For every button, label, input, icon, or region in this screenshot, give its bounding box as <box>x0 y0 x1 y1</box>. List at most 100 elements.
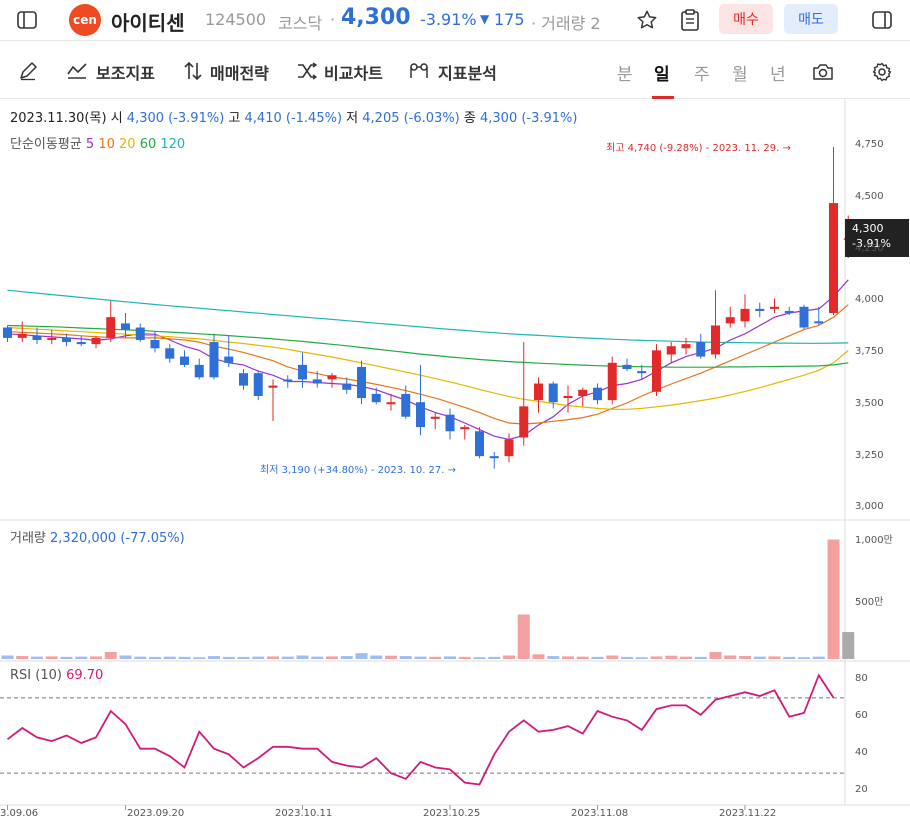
volume-bar <box>355 653 368 659</box>
candle-body <box>327 375 337 380</box>
compare-button[interactable]: 비교차트 <box>324 64 383 83</box>
candle-body <box>165 348 175 359</box>
price-tick: 4,500 <box>855 191 884 202</box>
date-tick: 2023.09.20 <box>127 808 185 819</box>
volume-tick: 500만 <box>855 597 884 608</box>
ma-label: 단순이동평균 <box>10 137 82 152</box>
market-label: 코스닥 <box>278 14 323 33</box>
ma60-label: 60 <box>139 137 157 152</box>
stock-chart[interactable] <box>0 99 910 824</box>
strategy-button[interactable]: 매매전략 <box>210 64 269 83</box>
volume-bar <box>768 656 781 659</box>
candle-body <box>770 306 779 309</box>
candle-body <box>799 306 809 328</box>
favorite-star-icon[interactable] <box>635 8 659 32</box>
candle-body <box>622 364 632 370</box>
date-tick: 2023.11.22 <box>719 808 777 819</box>
volume-bar <box>606 655 619 659</box>
panel-toggle-icon[interactable] <box>869 8 895 32</box>
candle-body <box>17 333 27 338</box>
candle-body <box>224 356 234 363</box>
candle-body <box>121 323 130 330</box>
indicator-button[interactable]: 보조지표 <box>96 64 155 83</box>
strategy-icon[interactable] <box>182 61 204 81</box>
ma120-label: 120 <box>160 137 186 152</box>
candle-body <box>91 337 101 345</box>
current-price-tag: 4,300 -3.91% <box>845 219 909 257</box>
candle-body <box>489 456 499 459</box>
rsi-tick: 60 <box>855 710 868 721</box>
volume-legend-label: 거래량 <box>10 531 46 546</box>
ma-legend: 단순이동평균 5 10 20 60 120 <box>10 133 185 152</box>
candle-body <box>239 373 248 386</box>
volume-bar <box>60 656 73 659</box>
volume-bar <box>517 614 530 659</box>
period-minute-tab[interactable]: 분 <box>617 65 633 85</box>
candle-body <box>637 371 647 374</box>
sell-button[interactable]: 매도 <box>784 4 838 34</box>
price-tick: 4,000 <box>855 294 884 305</box>
settings-gear-icon[interactable] <box>870 61 894 83</box>
volume-legend-value: 2,320,000 (-77.05%) <box>50 531 185 546</box>
volume-bar <box>193 657 206 659</box>
camera-icon[interactable] <box>811 61 835 83</box>
ma10-label: 10 <box>98 137 115 152</box>
volume-bar <box>547 656 560 659</box>
rsi-tick: 80 <box>855 673 868 684</box>
legend-open-value: 4,300 (-3.91%) <box>126 111 225 126</box>
candle-body <box>652 350 661 392</box>
volume-bar <box>370 655 383 659</box>
volume-bar <box>694 656 707 659</box>
candle-body <box>386 402 396 405</box>
volume-bar <box>326 656 338 659</box>
analysis-button[interactable]: 지표분석 <box>438 64 497 83</box>
analysis-icon[interactable] <box>408 61 430 81</box>
legend-high-label: 고 <box>228 111 241 126</box>
candle-body <box>47 337 57 340</box>
period-week-tab[interactable]: 주 <box>694 65 710 85</box>
date-tick: 3.09.06 <box>0 808 39 819</box>
clipboard-icon[interactable] <box>678 8 702 32</box>
stock-name: 아이티센 <box>111 11 185 35</box>
candle-body <box>740 308 750 322</box>
candle-body <box>666 346 676 355</box>
volume-bar <box>149 656 161 659</box>
candle-body <box>150 339 160 349</box>
period-day-tab[interactable]: 일 <box>654 65 670 85</box>
legend-low-value: 4,205 (-6.03%) <box>362 111 460 126</box>
candle-body <box>534 383 543 401</box>
period-day-underline <box>652 96 674 99</box>
period-month-tab[interactable]: 월 <box>732 65 748 85</box>
period-year-tab[interactable]: 년 <box>770 65 786 85</box>
volume-bar <box>414 656 427 659</box>
candle-body <box>416 402 425 428</box>
volume-bar <box>444 656 456 659</box>
candle-body <box>76 342 86 345</box>
volume-bar <box>340 656 353 659</box>
buy-button[interactable]: 매수 <box>719 4 773 34</box>
volume-bar <box>1 655 14 659</box>
candle-body <box>180 356 189 365</box>
candle-body <box>829 203 838 314</box>
candle-body <box>563 395 573 399</box>
price-tag-change: -3.91% <box>852 237 891 250</box>
ma20-line <box>7 326 849 410</box>
rsi-tick: 20 <box>855 784 868 795</box>
draw-pencil-icon[interactable] <box>16 60 40 82</box>
volume-bar <box>178 656 191 659</box>
indicator-icon[interactable] <box>66 61 88 81</box>
buy-label: 매수 <box>733 12 759 28</box>
rsi-legend: RSI (10) 69.70 <box>10 668 103 683</box>
volume-bar <box>31 656 43 659</box>
legend-open-label: 시 <box>110 111 123 126</box>
candle-body <box>711 325 720 355</box>
candle-body <box>3 327 12 338</box>
candle-body <box>460 427 470 430</box>
sidebar-toggle-icon[interactable] <box>14 8 40 32</box>
date-tick: 2023.11.08 <box>571 808 629 819</box>
candle-body <box>401 393 411 417</box>
compare-shuffle-icon[interactable] <box>296 61 318 81</box>
volume-label: · 거래량 2 <box>531 14 601 33</box>
volume-bar <box>503 655 515 659</box>
ma5-line <box>7 279 849 441</box>
